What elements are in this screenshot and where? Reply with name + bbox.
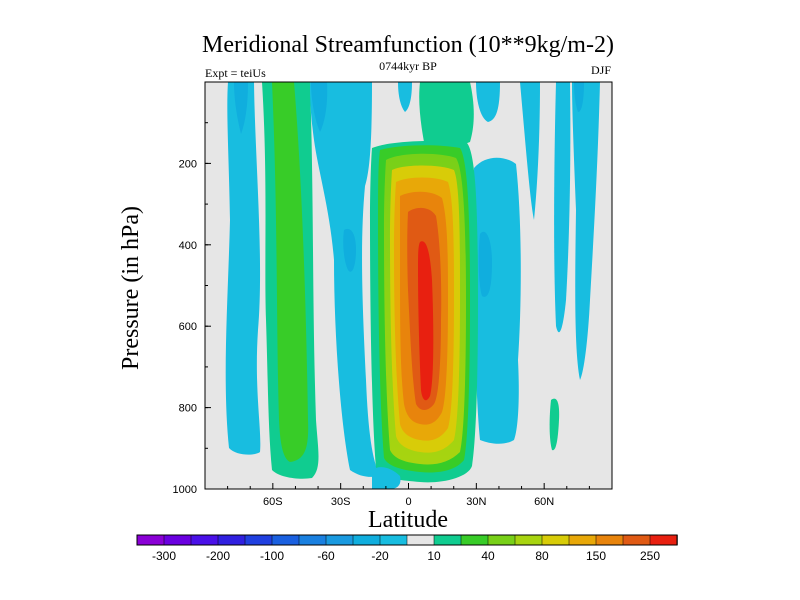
colorbar-label: -20: [371, 549, 389, 563]
contour-hadley-250: [418, 241, 434, 401]
colorbar-label: -60: [317, 549, 335, 563]
colorbar-label: 10: [427, 549, 441, 563]
colorbar-label: 80: [535, 549, 549, 563]
colorbar-label: 150: [586, 549, 606, 563]
x-tick-label: 30N: [466, 496, 486, 508]
colorbar-swatch: [541, 534, 570, 546]
colorbar-swatch: [649, 534, 678, 546]
colorbar-label: -100: [260, 549, 284, 563]
contour-s-subtrop-core-b: [343, 228, 356, 272]
contour-n-midlat-green: [549, 398, 560, 451]
experiment-label: Expt = teiUs: [205, 66, 266, 80]
contour-n-subtrop-upper: [476, 82, 500, 122]
colorbar-label: -200: [206, 549, 230, 563]
colorbar-swatch: [271, 534, 300, 546]
y-axis-title: Pressure (in hPa): [118, 206, 144, 370]
y-axis: 200 400 600 800 1000: [173, 122, 211, 496]
colorbar-swatch: [487, 534, 516, 546]
contour-n-subtrop-core: [478, 231, 492, 297]
colorbar-swatch: [244, 534, 273, 546]
colorbar-swatch: [568, 534, 597, 546]
contour-trop-upper-negative: [398, 82, 412, 112]
x-axis-title: Latitude: [368, 507, 448, 533]
chart-title: Meridional Streamfunction (10**9kg/m-2): [202, 32, 614, 58]
y-tick-label: 200: [179, 158, 197, 170]
contour-trop-lower-blue: [372, 467, 401, 489]
colorbar-label: 250: [640, 549, 660, 563]
x-tick-label: 60S: [263, 496, 283, 508]
colorbar-swatch: [514, 534, 543, 546]
season-label: DJF: [591, 63, 611, 77]
chart-subtitle: 0744kyr BP: [379, 59, 437, 73]
contour-fills: [225, 82, 600, 489]
colorbar-swatch: [298, 534, 327, 546]
x-tick-label: 30S: [331, 496, 351, 508]
contour-n-subtrop-negative: [474, 157, 521, 444]
y-tick-label: 800: [179, 403, 197, 415]
contour-trop-upper-positive: [419, 82, 474, 147]
colorbar-swatch: [190, 534, 219, 546]
y-tick-label: 600: [179, 321, 197, 333]
y-tick-label: 400: [179, 240, 197, 252]
contour-n-highlat-core: [574, 82, 584, 112]
x-axis: 60S 30S 0 30N 60N: [227, 483, 590, 508]
contour-s-subtrop-core-a: [311, 82, 328, 132]
colorbar-swatch: [217, 534, 246, 546]
colorbar-swatch: [379, 534, 408, 546]
colorbar-swatch: [433, 534, 462, 546]
colorbar-swatch: [136, 534, 165, 546]
colorbar-frame: [136, 534, 678, 546]
colorbar-swatch: [352, 534, 381, 546]
contour-s-highlat-negative: [225, 82, 261, 455]
y-tick-label: 1000: [173, 484, 197, 496]
contour-s-midlat-green: [272, 82, 309, 462]
x-tick-label: 60N: [534, 496, 554, 508]
colorbar-swatch: [406, 534, 435, 546]
colorbar-swatch: [595, 534, 624, 546]
contour-s-subtrop-negative: [310, 82, 380, 477]
colorbar-swatch: [622, 534, 651, 546]
colorbar: -300 -200 -100 -60 -20 10 40 80 150 250: [136, 534, 678, 563]
contour-n-highlat-negative-a: [554, 82, 571, 333]
colorbar-label: -300: [152, 549, 176, 563]
colorbar-swatch: [325, 534, 354, 546]
colorbar-label: 40: [481, 549, 495, 563]
x-tick-label: 0: [405, 496, 411, 508]
colorbar-swatch: [163, 534, 192, 546]
contour-n-highlat-negative-b: [572, 82, 600, 380]
contour-s-highlat-core: [234, 82, 248, 134]
colorbar-swatch: [460, 534, 489, 546]
contour-n-midlat-strip: [520, 82, 540, 220]
